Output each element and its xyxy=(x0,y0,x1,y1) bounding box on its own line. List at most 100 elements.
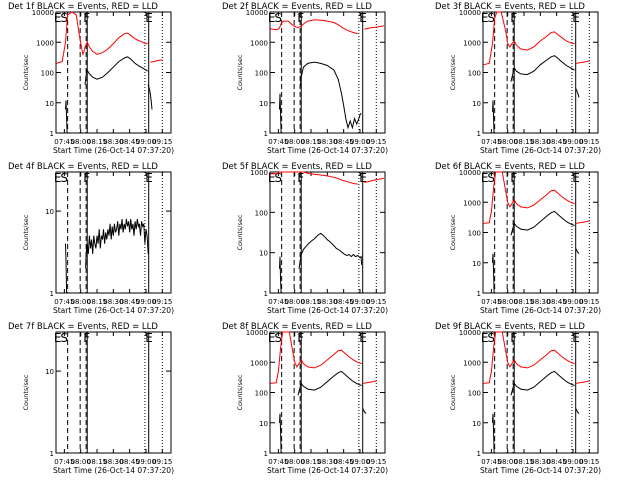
phase-letter: S xyxy=(487,171,495,185)
x-tick-label: 08:45 xyxy=(334,298,354,306)
lld-series-line xyxy=(364,177,384,183)
events-series-line xyxy=(492,100,495,134)
x-tick-label: 09:15 xyxy=(152,298,172,306)
events-series-line xyxy=(147,84,153,110)
panel-title: Det 2f BLACK = Events, RED = LLD xyxy=(222,2,372,12)
x-tick-label: 07:45 xyxy=(268,458,288,466)
phase-letter: S xyxy=(60,331,68,345)
y-tick-label: 10 xyxy=(45,368,54,376)
plot-frame xyxy=(269,11,386,134)
x-tick-label: 08:00 xyxy=(285,298,305,306)
x-tick-label: 09:00 xyxy=(136,298,156,306)
panel-title: Det 1f BLACK = Events, RED = LLD xyxy=(8,2,158,12)
x-tick-label: 09:15 xyxy=(366,458,386,466)
y-tick-label: 1 xyxy=(50,450,54,458)
y-tick-label: 100 xyxy=(468,230,481,238)
x-tick-label: 09:15 xyxy=(579,298,599,306)
phase-letter: F xyxy=(297,11,304,25)
x-tick-label: 07:45 xyxy=(268,298,288,306)
x-tick-label: 07:45 xyxy=(481,298,501,306)
events-series-line xyxy=(575,408,580,414)
y-tick-label: 1 xyxy=(264,130,268,138)
phase-letter: E xyxy=(481,171,489,185)
y-axis-label: Counts/sec xyxy=(236,374,244,410)
y-tick-label: 100 xyxy=(468,390,481,398)
y-tick-label: 1000 xyxy=(250,169,268,177)
y-tick-label: 10000 xyxy=(246,9,268,17)
x-tick-label: 08:15 xyxy=(301,458,321,466)
events-series-line xyxy=(297,370,362,396)
phase-letter: F xyxy=(83,11,90,25)
y-tick-label: 100 xyxy=(255,390,268,398)
x-tick-label: 09:00 xyxy=(136,458,156,466)
x-tick-label: 09:15 xyxy=(152,458,172,466)
x-tick-label: 09:00 xyxy=(350,138,370,146)
x-tick-label: 08:00 xyxy=(71,298,91,306)
x-tick-label: 08:30 xyxy=(530,138,550,146)
x-tick-label: 08:45 xyxy=(120,298,140,306)
y-tick-label: 10 xyxy=(259,250,268,258)
phase-letter: S xyxy=(487,11,495,25)
x-tick-label: 08:15 xyxy=(514,458,534,466)
y-tick-label: 1 xyxy=(264,290,268,298)
phase-letter: S xyxy=(274,11,282,25)
phase-letter: F xyxy=(83,331,90,345)
events-series-line xyxy=(510,55,575,82)
panel-title: Det 4f BLACK = Events, RED = LLD xyxy=(8,162,158,172)
y-tick-label: 10000 xyxy=(459,9,481,17)
phase-letter: S xyxy=(60,11,68,25)
y-tick-label: 10 xyxy=(45,100,54,108)
x-tick-label: 07:45 xyxy=(481,458,501,466)
lld-series-line xyxy=(483,171,575,224)
y-tick-label: 1000 xyxy=(36,39,54,47)
phase-letter: E xyxy=(54,11,62,25)
y-tick-label: 10 xyxy=(45,208,54,216)
x-tick-label: 08:15 xyxy=(301,298,321,306)
x-tick-label: 08:15 xyxy=(87,298,107,306)
phase-letter: E xyxy=(145,11,153,25)
y-tick-label: 1000 xyxy=(463,359,481,367)
x-tick-label: 07:45 xyxy=(54,138,74,146)
x-tick-label: 08:30 xyxy=(530,458,550,466)
events-series-line xyxy=(279,413,282,454)
events-series-line xyxy=(84,56,148,85)
lld-series-line xyxy=(576,60,590,64)
x-tick-label: 08:45 xyxy=(547,298,567,306)
phase-letter: S xyxy=(274,331,282,345)
events-series-line xyxy=(575,248,580,254)
x-tick-label: 09:00 xyxy=(563,138,583,146)
phase-letter: S xyxy=(60,171,68,185)
x-tick-label: 08:15 xyxy=(514,138,534,146)
events-series-line xyxy=(65,243,68,294)
events-series-line xyxy=(510,210,575,236)
phase-letter: E xyxy=(572,171,580,185)
events-series-line xyxy=(279,256,282,294)
lld-series-line xyxy=(363,380,377,384)
y-tick-label: 1 xyxy=(477,450,481,458)
x-tick-label: 07:45 xyxy=(481,138,501,146)
x-tick-label: 09:00 xyxy=(563,298,583,306)
plot-frame xyxy=(482,171,599,294)
lld-series-line xyxy=(576,380,590,384)
x-tick-label: 08:30 xyxy=(103,458,123,466)
x-tick-label: 08:00 xyxy=(285,458,305,466)
phase-letter: E xyxy=(481,11,489,25)
x-tick-label: 08:45 xyxy=(334,138,354,146)
phase-letter: S xyxy=(487,331,495,345)
x-tick-label: 08:45 xyxy=(120,138,140,146)
lld-series-line xyxy=(483,331,575,384)
x-axis-label: Start Time (26-Oct-14 07:37:20) xyxy=(53,466,174,475)
panel-title: Det 9f BLACK = Events, RED = LLD xyxy=(435,322,585,332)
y-tick-label: 1000 xyxy=(250,359,268,367)
events-series-line xyxy=(492,413,495,454)
y-tick-label: 1 xyxy=(264,450,268,458)
x-tick-label: 08:15 xyxy=(87,458,107,466)
phase-letter: E xyxy=(145,171,153,185)
x-axis-label: Start Time (26-Oct-14 07:37:20) xyxy=(267,306,388,315)
